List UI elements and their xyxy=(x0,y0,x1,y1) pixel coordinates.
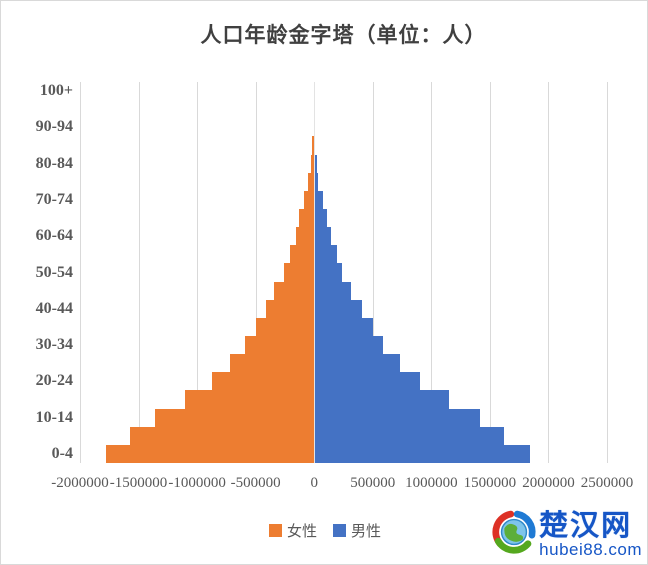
y-axis-tick-label: 20-24 xyxy=(35,372,73,390)
female-bar xyxy=(130,426,315,445)
y-axis-tick-label: 0-4 xyxy=(51,444,73,462)
female-bar xyxy=(256,317,315,336)
x-axis-tick-label: 1000000 xyxy=(405,475,458,491)
male-bar xyxy=(314,154,317,173)
site-logo[interactable]: 楚汉网 hubei88.com xyxy=(489,508,644,561)
x-axis-tick-label: -500000 xyxy=(230,475,281,491)
gridline xyxy=(431,82,433,463)
x-axis-tick-label: 2000000 xyxy=(522,475,575,491)
y-axis-tick-label: 100+ xyxy=(39,82,73,100)
female-bar xyxy=(265,299,315,318)
x-axis-tick-label: 2500000 xyxy=(580,475,634,491)
male-bar xyxy=(314,227,331,246)
y-axis-tick-label: 40-44 xyxy=(35,299,73,317)
x-axis-tick-label: 500000 xyxy=(350,475,396,491)
male-bar xyxy=(314,336,383,355)
male-bar xyxy=(314,209,327,228)
logo-site-name: 楚汉网 xyxy=(539,509,633,542)
gridline xyxy=(372,82,374,463)
male-series-swatch xyxy=(333,524,346,537)
female-bar xyxy=(295,227,315,246)
gridline xyxy=(138,82,140,463)
female-bar xyxy=(313,118,315,137)
gridline xyxy=(197,82,199,463)
y-axis-tick-label: 90-94 xyxy=(35,118,73,136)
chart-legend: 女性 男性 xyxy=(1,520,647,541)
female-bar xyxy=(290,245,315,264)
female-series-swatch xyxy=(268,524,282,537)
y-axis-tick-label: 70-74 xyxy=(35,190,73,208)
male-bar xyxy=(314,390,449,409)
swirl-globe-icon xyxy=(491,509,537,560)
female-bar xyxy=(105,444,315,463)
zero-axis-line xyxy=(314,82,316,463)
male-bar xyxy=(314,245,337,264)
y-axis-tick-label: 10-14 xyxy=(35,408,73,426)
female-bar xyxy=(154,408,315,427)
gridline xyxy=(607,82,608,463)
legend-item-female: 女性 xyxy=(268,520,317,541)
male-bar xyxy=(314,263,342,282)
x-axis-tick-label: 0 xyxy=(310,475,318,491)
female-bar xyxy=(307,172,315,191)
gridline xyxy=(548,82,550,463)
female-bar xyxy=(274,281,315,300)
x-axis-tick-label: 1500000 xyxy=(463,475,517,491)
logo-domain-text: hubei88.com xyxy=(539,539,642,559)
legend-item-male: 男性 xyxy=(333,520,381,541)
y-axis-tick-label: 50-54 xyxy=(35,263,73,281)
male-bar xyxy=(314,317,374,336)
legend-label-female: 女性 xyxy=(286,524,317,540)
gridline xyxy=(489,82,491,463)
male-bar xyxy=(314,190,323,209)
chart-title: 人口年龄金字塔（单位：人） xyxy=(200,23,487,47)
gridline xyxy=(80,82,81,463)
female-bar xyxy=(212,372,315,391)
x-axis-tick-label: -1500000 xyxy=(109,475,168,491)
gridline xyxy=(255,82,257,463)
y-axis-tick-label: 60-64 xyxy=(35,227,73,245)
female-bar xyxy=(185,390,315,409)
male-bar xyxy=(314,444,531,463)
male-bar xyxy=(314,426,504,445)
y-axis-tick-label: 80-84 xyxy=(35,154,73,172)
x-axis-tick-label: -2000000 xyxy=(51,475,109,491)
female-bar xyxy=(303,190,315,209)
female-bar xyxy=(312,136,315,155)
male-bar xyxy=(314,281,352,300)
male-bar xyxy=(314,372,421,391)
male-bar xyxy=(314,172,319,191)
y-axis-tick-label: 30-34 xyxy=(35,336,73,354)
male-bar xyxy=(314,299,362,318)
male-bar xyxy=(314,408,480,427)
female-bar xyxy=(299,209,315,228)
female-bar xyxy=(245,336,315,355)
x-axis-tick-label: -1000000 xyxy=(168,475,226,491)
legend-label-male: 男性 xyxy=(351,524,382,540)
female-bar xyxy=(310,154,315,173)
female-bar xyxy=(230,354,315,373)
female-bar xyxy=(284,263,315,282)
male-bar xyxy=(314,354,400,373)
